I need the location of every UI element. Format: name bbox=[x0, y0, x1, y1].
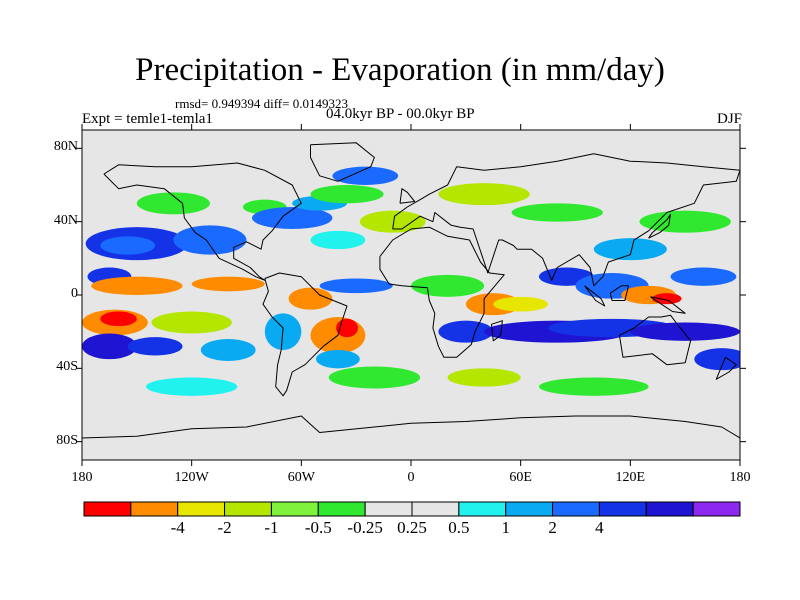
stats-text: rmsd= 0.949394 diff= 0.0149323 bbox=[175, 96, 348, 111]
anomaly-region-39 bbox=[670, 267, 737, 286]
coastline-south-america bbox=[262, 272, 348, 397]
lat-tick-label: 40S bbox=[56, 359, 78, 375]
colorbar-box-2 bbox=[177, 501, 226, 517]
anomaly-region-28 bbox=[438, 320, 494, 343]
anomaly-region-42 bbox=[438, 183, 530, 206]
coastline-borneo bbox=[609, 285, 629, 301]
colorbar-label: -0.25 bbox=[347, 518, 383, 537]
anomaly-region-43 bbox=[511, 203, 603, 222]
coastline-madagascar bbox=[490, 320, 503, 342]
coastline-new-zealand bbox=[715, 356, 737, 380]
colorbar-box-1 bbox=[130, 501, 179, 517]
colorbar-box-3 bbox=[224, 501, 272, 517]
anomaly-region-18 bbox=[359, 210, 426, 233]
coastline-antarctica bbox=[82, 415, 740, 439]
coastlines bbox=[82, 142, 740, 439]
lon-tick-label: 120E bbox=[615, 470, 646, 485]
colorbar-box-9 bbox=[505, 501, 554, 517]
axis-ticks bbox=[76, 124, 746, 466]
anomaly-region-45 bbox=[145, 377, 238, 396]
colorbar-box-13 bbox=[692, 501, 741, 517]
anomaly-region-11 bbox=[200, 339, 256, 361]
lon-tick-label: 180 bbox=[71, 470, 93, 485]
lat-tick-label: 80S bbox=[56, 432, 78, 448]
lon-tick-label: 180 bbox=[729, 470, 751, 485]
colorbar bbox=[83, 501, 741, 517]
anomaly-region-9 bbox=[127, 337, 183, 356]
coastline-australia bbox=[618, 314, 692, 366]
anomaly-region-33 bbox=[630, 322, 740, 341]
colorbar-label: 1 bbox=[501, 518, 510, 537]
colorbar-box-7 bbox=[411, 501, 460, 517]
colorbar-box-4 bbox=[270, 501, 319, 517]
anomaly-region-20 bbox=[319, 278, 393, 294]
coastline-greenland bbox=[310, 142, 375, 182]
lat-tick-label: 80N bbox=[53, 139, 78, 155]
anomaly-region-4 bbox=[91, 276, 183, 296]
colorbar-label: -4 bbox=[170, 518, 185, 537]
colorbar-label: 0.25 bbox=[397, 518, 427, 537]
season-label: DJF bbox=[716, 111, 742, 127]
colorbar-label: -1 bbox=[264, 518, 279, 537]
coastline-great-britain bbox=[399, 188, 416, 204]
period-label: 04.0kyr BP - 00.0kyr BP bbox=[326, 106, 475, 122]
anomaly-region-38 bbox=[652, 293, 682, 305]
anomaly-region-30 bbox=[493, 296, 549, 312]
lon-tick-label: 0 bbox=[407, 470, 415, 485]
colorbar-box-11 bbox=[598, 501, 647, 517]
colorbar-box-8 bbox=[458, 501, 507, 517]
anomaly-region-40 bbox=[639, 210, 731, 233]
anomaly-region-10 bbox=[151, 311, 232, 334]
colorbar-label: 4 bbox=[595, 518, 604, 537]
anomaly-region-17 bbox=[332, 166, 399, 185]
anomaly-region-1 bbox=[100, 236, 156, 255]
anomaly-field bbox=[82, 166, 740, 396]
lon-tick-label: 120W bbox=[174, 470, 209, 485]
colorbar-box-0 bbox=[83, 501, 132, 517]
colorbar-box-6 bbox=[364, 501, 413, 517]
lat-tick-label: 0 bbox=[71, 286, 78, 301]
coastline-eurasia bbox=[392, 153, 740, 287]
anomaly-region-46 bbox=[447, 368, 521, 387]
anomaly-region-7 bbox=[100, 311, 137, 327]
anomaly-region-41 bbox=[593, 238, 667, 261]
anomaly-region-21 bbox=[288, 287, 333, 310]
anomaly-region-16 bbox=[310, 185, 384, 204]
anomaly-region-14 bbox=[251, 207, 333, 229]
anomaly-region-5 bbox=[191, 276, 265, 292]
colorbar-box-5 bbox=[317, 501, 366, 517]
coastline-sumatra bbox=[584, 285, 606, 307]
colorbar-box-12 bbox=[645, 501, 694, 517]
experiment-label: Expt = temle1-temla1 bbox=[82, 111, 213, 127]
colorbar-label: -0.5 bbox=[304, 518, 332, 537]
coastline-africa bbox=[379, 226, 505, 358]
colorbar-label: 0.5 bbox=[448, 518, 470, 537]
lon-tick-label: 60E bbox=[509, 470, 532, 485]
colorbar-box-10 bbox=[552, 501, 600, 517]
lat-tick-label: 40N bbox=[53, 212, 78, 228]
anomaly-region-8 bbox=[82, 333, 137, 360]
anomaly-region-25 bbox=[315, 350, 360, 369]
coastline-new-guinea bbox=[650, 296, 686, 314]
anomaly-region-2 bbox=[173, 225, 247, 255]
anomaly-region-19 bbox=[310, 230, 366, 250]
coastline-north-america bbox=[103, 162, 302, 281]
lon-tick-label: 60W bbox=[287, 470, 315, 485]
coastline-japan bbox=[648, 213, 671, 239]
colorbar-label: -2 bbox=[217, 518, 232, 537]
colorbar-label: 2 bbox=[548, 518, 557, 537]
anomaly-region-27 bbox=[411, 274, 485, 297]
map-title: Precipitation - Evaporation (in mm/day) bbox=[135, 52, 665, 88]
anomaly-region-34 bbox=[694, 348, 740, 371]
anomaly-region-24 bbox=[336, 318, 358, 338]
anomaly-region-44 bbox=[538, 377, 649, 396]
anomaly-region-26 bbox=[328, 366, 421, 389]
anomaly-region-12 bbox=[136, 192, 210, 215]
